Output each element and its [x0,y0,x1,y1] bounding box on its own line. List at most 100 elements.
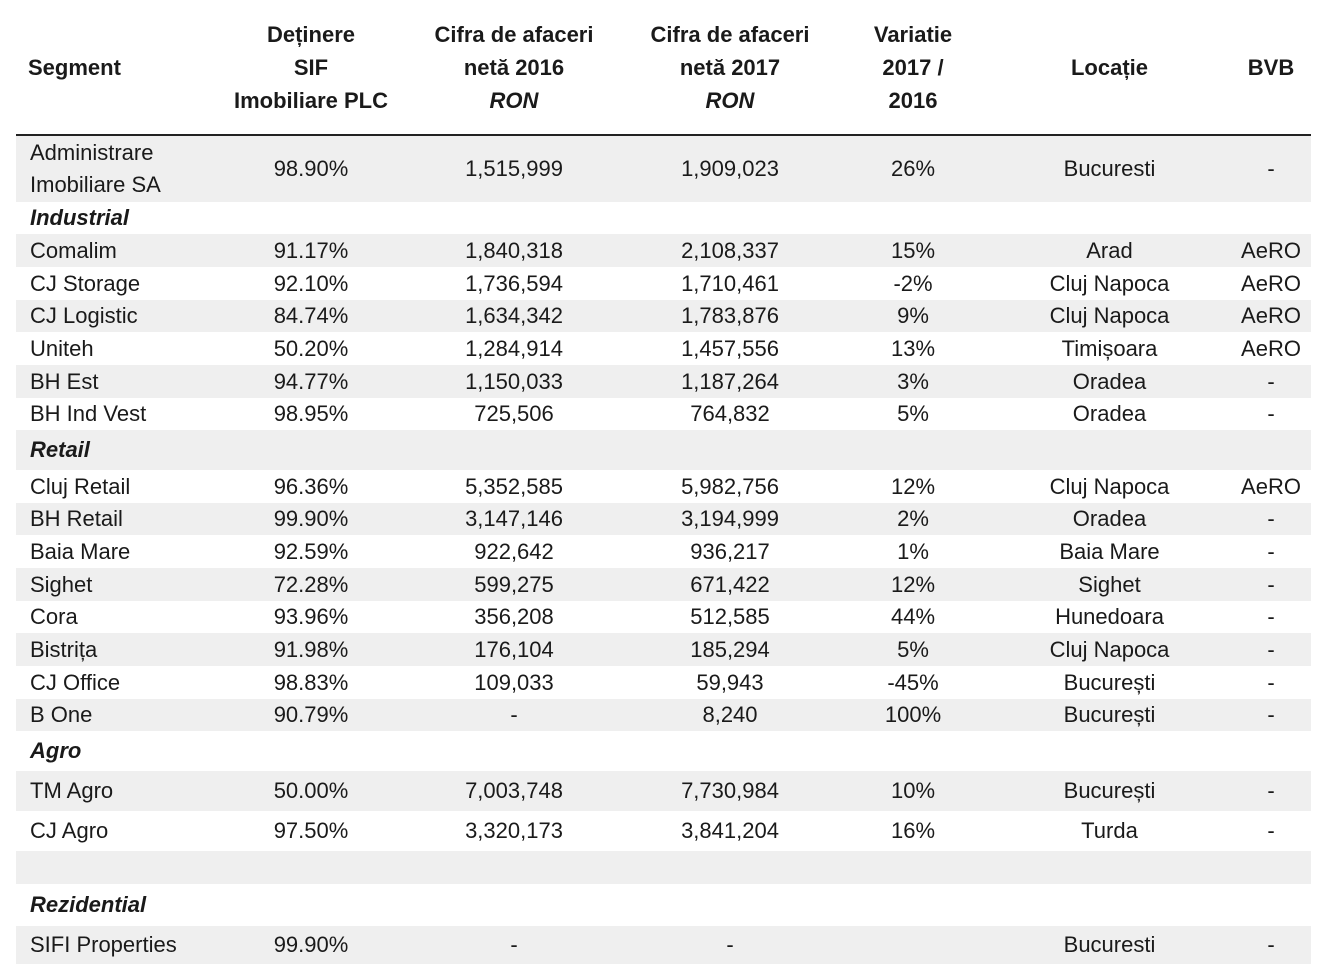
cell-revenue-2016: 176,104 [406,633,622,666]
header-revenue-2017: Cifra de afaceri netă 2017 RON [622,0,838,136]
cell-holding: 98.95% [273,401,349,426]
table-row: BH Est 94.77% 1,150,033 1,187,264 3% Oradea - [16,365,1311,398]
cell-bvb: AeRO [1241,473,1301,499]
cell-segment: Cluj Retail [30,473,131,499]
cell-location: Timișoara [1061,335,1158,361]
cell-bvb: AeRO [1231,300,1311,332]
header-row: Segment Deținere SIF Imobiliare PLC Cifr… [16,0,1311,136]
cell-location: Oradea [988,365,1231,398]
cell-revenue-2017: 3,194,999 [622,503,838,535]
spacer-row [16,851,1311,884]
cell-holding: 72.28% [216,568,406,601]
cell-revenue-2017: 512,585 [690,604,770,629]
cell-segment: Bistrița [16,633,216,666]
cell-location: Bucuresti [988,926,1231,964]
cell-variation: 5% [838,633,988,666]
cell-revenue-2016: 1,840,318 [406,234,622,267]
cell-location: Cluj Napoca [988,300,1231,332]
table-row: Sighet 72.28% 599,275 671,422 12% Sighet - [16,568,1311,601]
spacer-cell [16,851,1311,884]
table-row: BH Retail 99.90% 3,147,146 3,194,999 2% Orade… [16,503,1311,535]
cell-variation: 10% [838,771,988,811]
cell-segment: CJ Storage [30,270,141,296]
cell-revenue-2016: 599,275 [406,568,622,601]
cell-segment: Uniteh [30,335,94,361]
cell-holding: 97.50% [273,818,349,843]
cell-revenue-2017: 59,943 [696,669,764,695]
cell-segment: BH Retail [16,503,216,535]
cell-location: Turda [1081,818,1138,843]
cell-variation: -2% [893,270,933,296]
cell-revenue-2016: - [406,699,622,731]
cell-location: Cluj Napoca [1049,270,1170,296]
cell-revenue-2017: 185,294 [622,633,838,666]
cell-location: Cluj Napoca [1049,473,1170,499]
cell-segment: Cora [30,604,78,629]
table-row: Baia Mare 92.59% 922,642 936,217 1% Baia Mare… [16,535,1311,568]
cell-holding: 92.59% [273,538,349,564]
cell-variation: 13% [890,335,936,361]
cell-bvb: - [1231,568,1311,601]
cell-holding: 90.79% [216,699,406,731]
cell-bvb: - [1231,633,1311,666]
cell-revenue-2017: 1,909,023 [622,135,838,202]
cell-bvb: - [1231,365,1311,398]
cell-variation: 5% [897,401,929,426]
cell-revenue-2016: 1,736,594 [465,270,563,296]
header-location: Locație [988,0,1231,136]
cell-revenue-2016: 7,003,748 [406,771,622,811]
cell-revenue-2017: 1,187,264 [622,365,838,398]
cell-bvb: AeRO [1241,270,1301,296]
cell-revenue-2017: 3,841,204 [681,818,779,843]
table-row: Uniteh 50.20% 1,284,914 1,457,556 13% Timișoa… [16,332,1311,365]
cell-revenue-2016: 725,506 [474,401,554,426]
cell-revenue-2016: 3,147,146 [406,503,622,535]
cell-bvb: - [1267,604,1275,629]
cell-location: București [988,771,1231,811]
cell-holding: 84.74% [216,300,406,332]
cell-variation: 16% [890,818,936,843]
cell-bvb: - [1231,771,1311,811]
cell-holding: 92.10% [273,270,349,296]
cell-segment: TM Agro [16,771,216,811]
cell-revenue-2016: 109,033 [474,669,554,695]
cell-bvb: - [1231,503,1311,535]
cell-location: Cluj Napoca [988,633,1231,666]
cell-location: București [1063,669,1156,695]
cell-bvb: - [1267,669,1275,695]
cell-revenue-2017: 1,783,876 [622,300,838,332]
cell-bvb: - [1231,135,1311,202]
section-row: Retail [16,430,1311,470]
cell-holding: 91.17% [216,234,406,267]
cell-revenue-2017: 8,240 [622,699,838,731]
cell-bvb: - [1267,401,1275,426]
section-row: Agro [16,731,1311,771]
cell-revenue-2017: 5,982,756 [681,473,779,499]
cell-revenue-2017: 1,710,461 [681,270,779,296]
cell-location: Bucuresti [988,135,1231,202]
cell-revenue-2016: 1,150,033 [406,365,622,398]
section-label: Retail [16,430,1311,470]
cell-revenue-2017: 936,217 [690,538,770,564]
header-revenue-2016: Cifra de afaceri netă 2016 RON [406,0,622,136]
cell-revenue-2017: 2,108,337 [622,234,838,267]
cell-variation [838,926,988,964]
section-row: Industrial [16,202,1311,234]
table-row: B One 90.79% -8,240 100% București - [16,699,1311,731]
section-label: Agro [30,738,82,763]
cell-location: Oradea [1072,401,1147,426]
cell-variation: 100% [838,699,988,731]
cell-holding: 99.90% [216,503,406,535]
cell-bvb: - [1267,538,1275,564]
cell-revenue-2017: 671,422 [622,568,838,601]
cell-location: Baia Mare [1059,538,1160,564]
cell-revenue-2016: 1,284,914 [465,335,563,361]
cell-revenue-2016: 1,515,999 [406,135,622,202]
cell-segment: BH Est [16,365,216,398]
cell-variation: 15% [838,234,988,267]
table-row: Cluj Retail 96.36% 5,352,585 5,982,756 12% Cl… [16,470,1311,503]
cell-location: București [988,699,1231,731]
cell-segment: Sighet [16,568,216,601]
cell-holding: 91.98% [216,633,406,666]
cell-variation: 26% [838,135,988,202]
